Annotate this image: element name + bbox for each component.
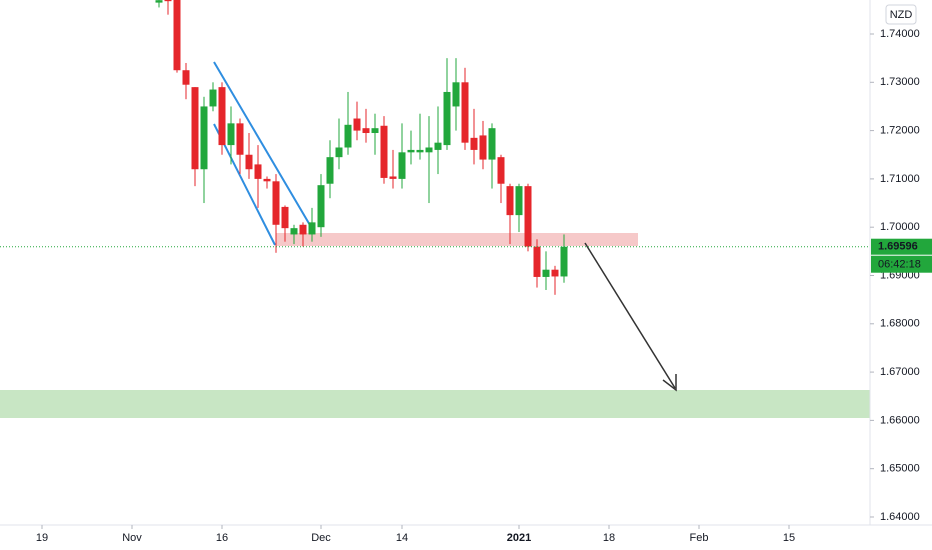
x-tick-label: 18: [603, 532, 615, 544]
candle-body: [281, 206, 289, 229]
candle-body: [209, 89, 217, 107]
candle-body: [218, 87, 226, 146]
candle-body: [389, 176, 397, 179]
candle-body: [362, 128, 370, 134]
candle-body: [497, 157, 505, 184]
y-tick-label: 1.68000: [880, 318, 920, 330]
candle-body: [290, 228, 298, 235]
candle-body: [434, 142, 442, 150]
y-tick-label: 1.71000: [880, 173, 920, 185]
axes: 1.740001.730001.720001.710001.700001.690…: [0, 28, 932, 544]
candle-body: [155, 0, 163, 3]
countdown-box: [871, 255, 932, 273]
candle-body: [515, 186, 523, 216]
candle-body: [371, 128, 379, 134]
candle-body: [272, 181, 280, 225]
countdown-label: 06:42:18: [878, 259, 921, 271]
resistance-zone: [276, 233, 638, 246]
arrow: [584, 242, 677, 392]
candle-body: [407, 149, 415, 153]
candle-body: [506, 186, 514, 216]
candle-body: [479, 135, 487, 160]
channel-line: [213, 61, 315, 233]
x-tick-label: 15: [783, 532, 795, 544]
candle-body: [416, 149, 424, 153]
candle-body: [200, 106, 208, 170]
candle-body: [542, 269, 550, 277]
y-tick-label: 1.70000: [880, 221, 920, 233]
last-price-box: [871, 238, 932, 255]
candle-body: [245, 154, 253, 170]
candle-body: [335, 147, 343, 158]
candle-body: [344, 124, 352, 148]
candle-body: [461, 82, 469, 143]
y-tick-label: 1.73000: [880, 76, 920, 88]
candle-body: [263, 178, 271, 182]
x-tick-label: 19: [36, 532, 48, 544]
y-tick-label: 1.66000: [880, 414, 920, 426]
candle-body: [398, 152, 406, 179]
candle-body: [470, 137, 478, 150]
currency-box: [885, 4, 917, 25]
candle-body: [524, 186, 532, 247]
y-tick-label: 1.74000: [880, 28, 920, 40]
y-tick-label: 1.67000: [880, 366, 920, 378]
candle-body: [353, 118, 361, 131]
y-tick-label: 1.65000: [880, 463, 920, 475]
candle-body: [533, 246, 541, 277]
x-tick-label: Feb: [690, 532, 709, 544]
x-tick-label: 14: [396, 532, 408, 544]
candle-body: [443, 91, 451, 146]
candles: [155, 0, 568, 295]
candle-body: [236, 123, 244, 155]
candle-body: [425, 147, 433, 153]
plot-area: [0, 61, 870, 418]
candle-body: [488, 128, 496, 160]
candle-body: [452, 82, 460, 107]
x-tick-label: 16: [216, 532, 228, 544]
y-tick-label: 1.72000: [880, 125, 920, 137]
candle-body: [317, 185, 325, 228]
x-tick-label: 2021: [507, 532, 531, 544]
x-tick-label: Dec: [311, 532, 331, 544]
candle-body: [551, 269, 559, 277]
x-tick-label: Nov: [122, 532, 142, 544]
candle-body: [164, 0, 172, 2]
support-zone: [0, 390, 870, 418]
candle-body: [560, 246, 568, 277]
candle-body: [254, 164, 262, 179]
last-price-label: 1.69596: [878, 241, 918, 253]
candle-body: [380, 125, 388, 178]
y-tick-label: 1.64000: [880, 511, 920, 523]
candle-body: [182, 70, 190, 85]
candle-body: [326, 157, 334, 184]
candle-body: [299, 224, 307, 235]
candle-body: [227, 123, 235, 146]
candle-body: [191, 87, 199, 170]
candle-body: [173, 0, 181, 71]
candle-body: [308, 222, 316, 235]
currency-label: NZD: [890, 9, 913, 21]
